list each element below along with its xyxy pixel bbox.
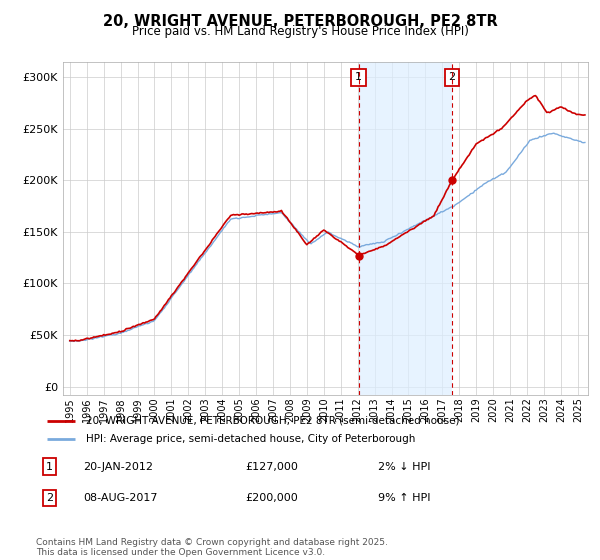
Bar xyxy=(359,62,452,395)
Text: £200,000: £200,000 xyxy=(246,493,299,503)
Text: HPI: Average price, semi-detached house, City of Peterborough: HPI: Average price, semi-detached house,… xyxy=(86,434,415,444)
Text: 2% ↓ HPI: 2% ↓ HPI xyxy=(378,461,431,472)
Text: 2: 2 xyxy=(46,493,53,503)
Text: Contains HM Land Registry data © Crown copyright and database right 2025.
This d: Contains HM Land Registry data © Crown c… xyxy=(36,538,388,557)
Text: 20, WRIGHT AVENUE, PETERBOROUGH, PE2 8TR (semi-detached house): 20, WRIGHT AVENUE, PETERBOROUGH, PE2 8TR… xyxy=(86,416,459,426)
Text: 20-JAN-2012: 20-JAN-2012 xyxy=(83,461,153,472)
Text: 1: 1 xyxy=(355,72,362,82)
Text: 1: 1 xyxy=(46,461,53,472)
Text: 20, WRIGHT AVENUE, PETERBOROUGH, PE2 8TR: 20, WRIGHT AVENUE, PETERBOROUGH, PE2 8TR xyxy=(103,14,497,29)
Text: £127,000: £127,000 xyxy=(246,461,299,472)
Text: 2: 2 xyxy=(449,72,456,82)
Text: 08-AUG-2017: 08-AUG-2017 xyxy=(83,493,157,503)
Text: 9% ↑ HPI: 9% ↑ HPI xyxy=(378,493,431,503)
Text: Price paid vs. HM Land Registry's House Price Index (HPI): Price paid vs. HM Land Registry's House … xyxy=(131,25,469,38)
